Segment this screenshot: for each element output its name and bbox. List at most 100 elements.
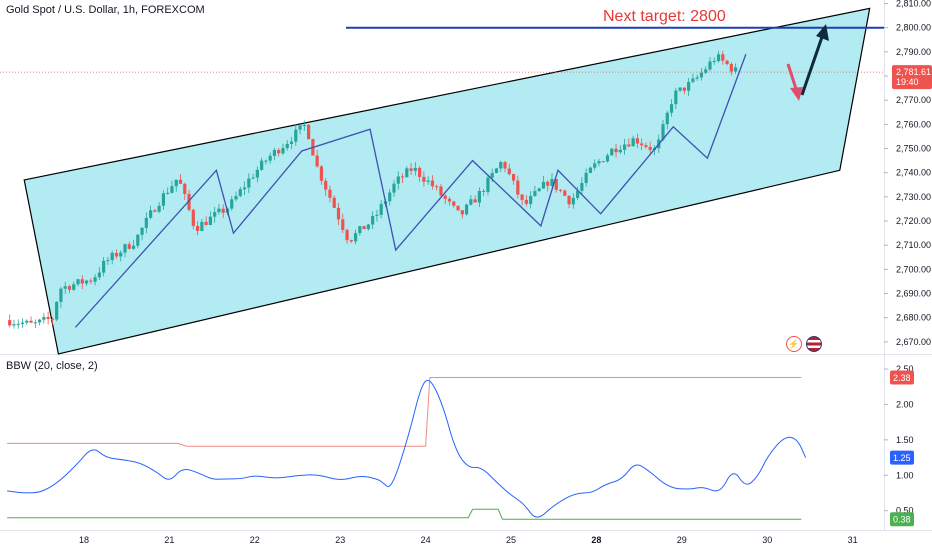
candle-body [674, 90, 678, 105]
time-tick-label: 23 [335, 535, 345, 545]
candle-body [716, 54, 721, 62]
candle-body [110, 252, 114, 261]
candle-body [37, 319, 42, 323]
candle-body [42, 317, 46, 320]
candle-body [563, 190, 567, 196]
target-label: Next target: 2800 [603, 8, 726, 25]
candle-body [76, 279, 80, 285]
down-arrow-head [790, 87, 803, 101]
candle-body [524, 199, 528, 204]
price-tick-label: 2,740.00 [896, 168, 931, 178]
candle-body [319, 166, 324, 181]
candle-body [593, 163, 597, 168]
candle-body [464, 204, 469, 215]
candle-body [161, 193, 166, 206]
candle-body [418, 167, 422, 177]
candle-body [277, 149, 281, 154]
candle-body [119, 252, 123, 257]
candle-body [392, 183, 396, 193]
candle-body [221, 208, 225, 213]
candle-body [33, 322, 37, 324]
price-tick-label: 2,800.00 [896, 23, 931, 33]
candle-body [345, 229, 349, 241]
candle-body [72, 284, 76, 290]
down-arrow-shaft [786, 63, 799, 93]
candle-body [490, 173, 494, 178]
candle-body [50, 318, 55, 320]
candle-body [473, 199, 477, 203]
candle-body [704, 69, 708, 73]
candle-body [328, 189, 332, 198]
candle-body [217, 208, 221, 213]
lightning-icon[interactable]: ⚡ [786, 336, 802, 352]
bbw-current-badge [890, 450, 914, 465]
price-tick-label: 2,810.00 [896, 0, 931, 9]
candle-body [725, 60, 729, 65]
bbw-tick-label: 2.00 [896, 399, 914, 409]
candle-body [430, 180, 435, 187]
candle-body [511, 174, 516, 181]
candle-body [550, 178, 554, 186]
up-arrow-head [816, 24, 829, 41]
candle-body [336, 207, 341, 220]
candle-body [422, 176, 426, 182]
candle-body [529, 195, 533, 204]
candle-body [315, 155, 319, 167]
candle-body [63, 286, 67, 289]
candle-body [635, 138, 639, 144]
candle-body [204, 221, 208, 225]
candle-body [405, 168, 409, 178]
candles [8, 50, 738, 329]
candle-body [358, 226, 362, 234]
candle-body [580, 183, 584, 191]
candle-body [324, 180, 328, 190]
candle-body [665, 112, 669, 125]
us-flag-icon[interactable] [806, 336, 822, 352]
bbw-upper-badge [890, 370, 914, 385]
time-tick-label: 28 [591, 535, 601, 545]
candle-body [25, 320, 29, 323]
event-icons: ⚡ [786, 336, 822, 352]
time-tick-label: 25 [506, 535, 516, 545]
candle-body [298, 125, 302, 130]
candle-body [294, 129, 298, 142]
candle-body [588, 167, 593, 173]
candle-body [614, 148, 618, 153]
candle-body [93, 277, 97, 282]
candle-body [106, 260, 110, 262]
price-tick-label: 2,690.00 [896, 289, 931, 299]
candle-body [576, 190, 580, 198]
candle-body [687, 81, 691, 91]
candle-body [187, 193, 191, 210]
up-arrow-shaft [800, 36, 824, 96]
candle-body [153, 210, 157, 212]
bbw-current-value: 1.25 [893, 453, 911, 463]
candle-body [289, 141, 294, 144]
candle-body [396, 176, 400, 184]
candle-body [208, 216, 212, 225]
candle-body [264, 160, 268, 162]
candle-body [435, 186, 439, 188]
candle-body [627, 144, 631, 147]
candle-body [242, 187, 247, 190]
candle-body [272, 149, 277, 156]
bbw-upper-value: 2.38 [893, 373, 911, 383]
candle-body [8, 320, 12, 326]
candle-body [721, 54, 725, 61]
candle-body [251, 177, 255, 179]
candle-body [114, 252, 119, 257]
candle-body [234, 196, 238, 200]
time-tick-label: 18 [79, 535, 89, 545]
candle-body [255, 169, 259, 178]
candle-body [149, 210, 153, 218]
candle-body [353, 233, 358, 242]
candle-body [127, 244, 131, 249]
candle-body [533, 191, 537, 196]
time-tick-label: 21 [164, 535, 174, 545]
candle-body [195, 225, 200, 231]
candle-body [260, 160, 264, 170]
zigzag-line [74, 54, 747, 328]
candle-body [247, 178, 251, 188]
candle-body [170, 186, 174, 193]
